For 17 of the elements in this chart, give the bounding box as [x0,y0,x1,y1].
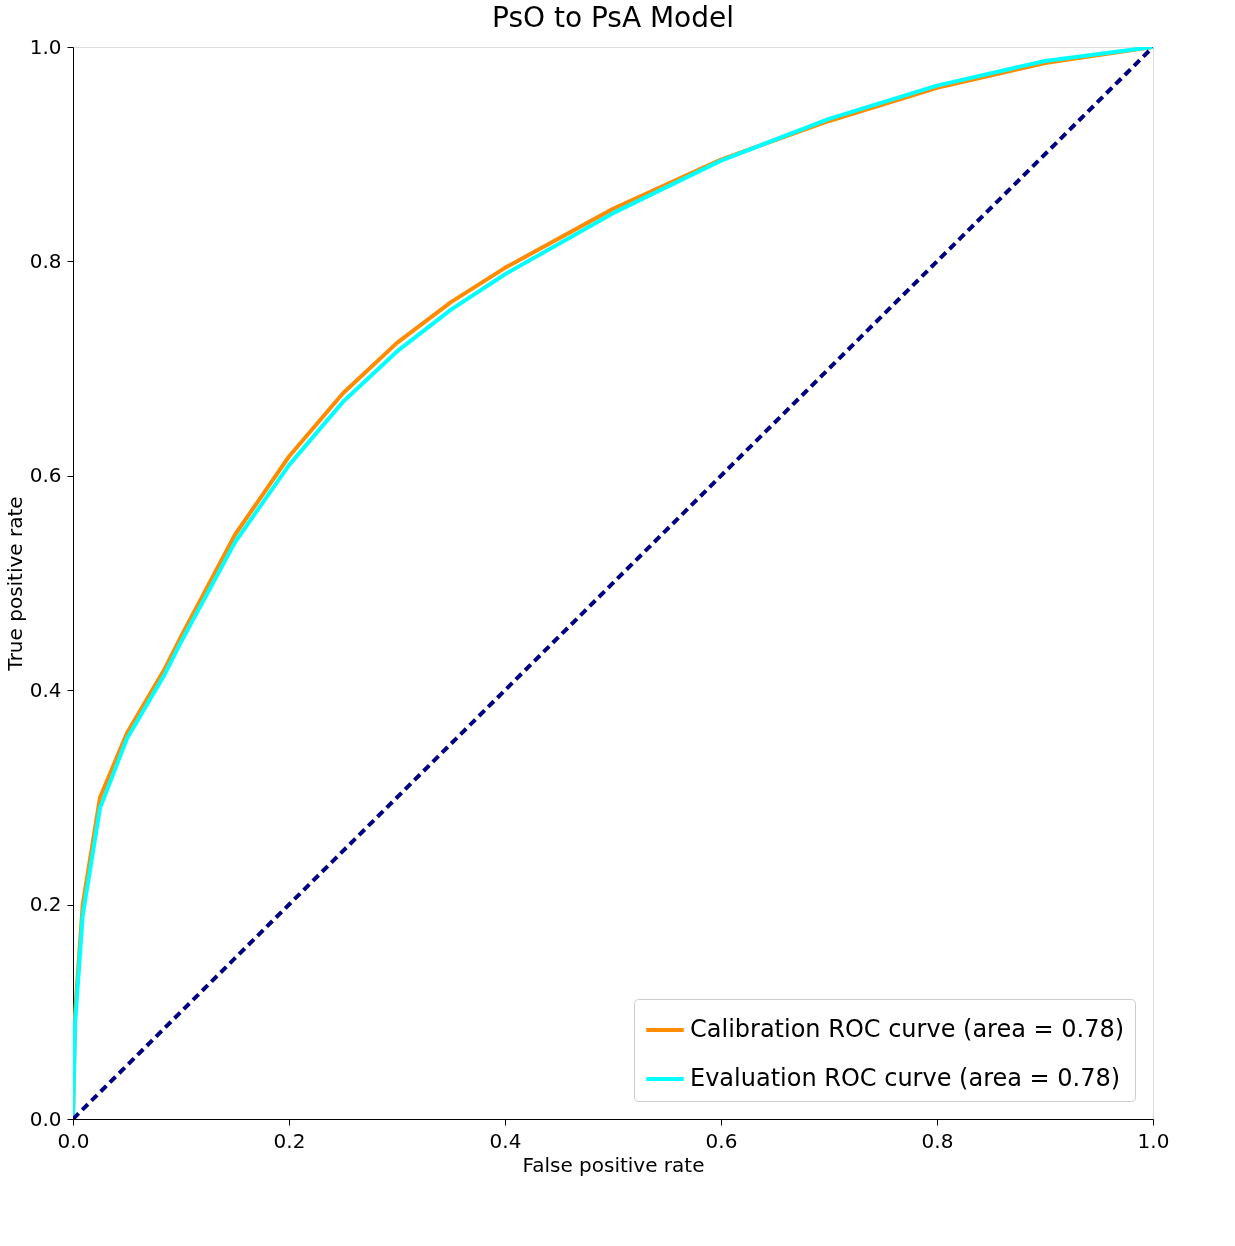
legend-label: Evaluation ROC curve (area = 0.78) [690,1064,1121,1092]
y-tick-label: 0.0 [29,1106,62,1131]
y-tick-label: 1.0 [29,34,62,59]
x-tick-label: 0.2 [273,1128,306,1153]
x-tick-label: 0.6 [705,1128,738,1153]
y-tick-label: 0.2 [29,892,62,917]
x-tick-label: 0.0 [57,1128,90,1153]
x-tick-label: 0.8 [921,1128,954,1153]
x-tick-label: 1.0 [1137,1128,1170,1153]
x-axis-title: False positive rate [522,1152,705,1177]
y-tick-label: 0.4 [29,677,62,702]
legend-label: Calibration ROC curve (area = 0.78) [690,1015,1125,1043]
chart-title: PsO to PsA Model [491,1,735,34]
y-axis-title: True positive rate [2,496,27,672]
x-tick-label: 0.4 [489,1128,522,1153]
y-tick-label: 0.6 [29,463,62,488]
y-tick-label: 0.8 [29,248,62,273]
